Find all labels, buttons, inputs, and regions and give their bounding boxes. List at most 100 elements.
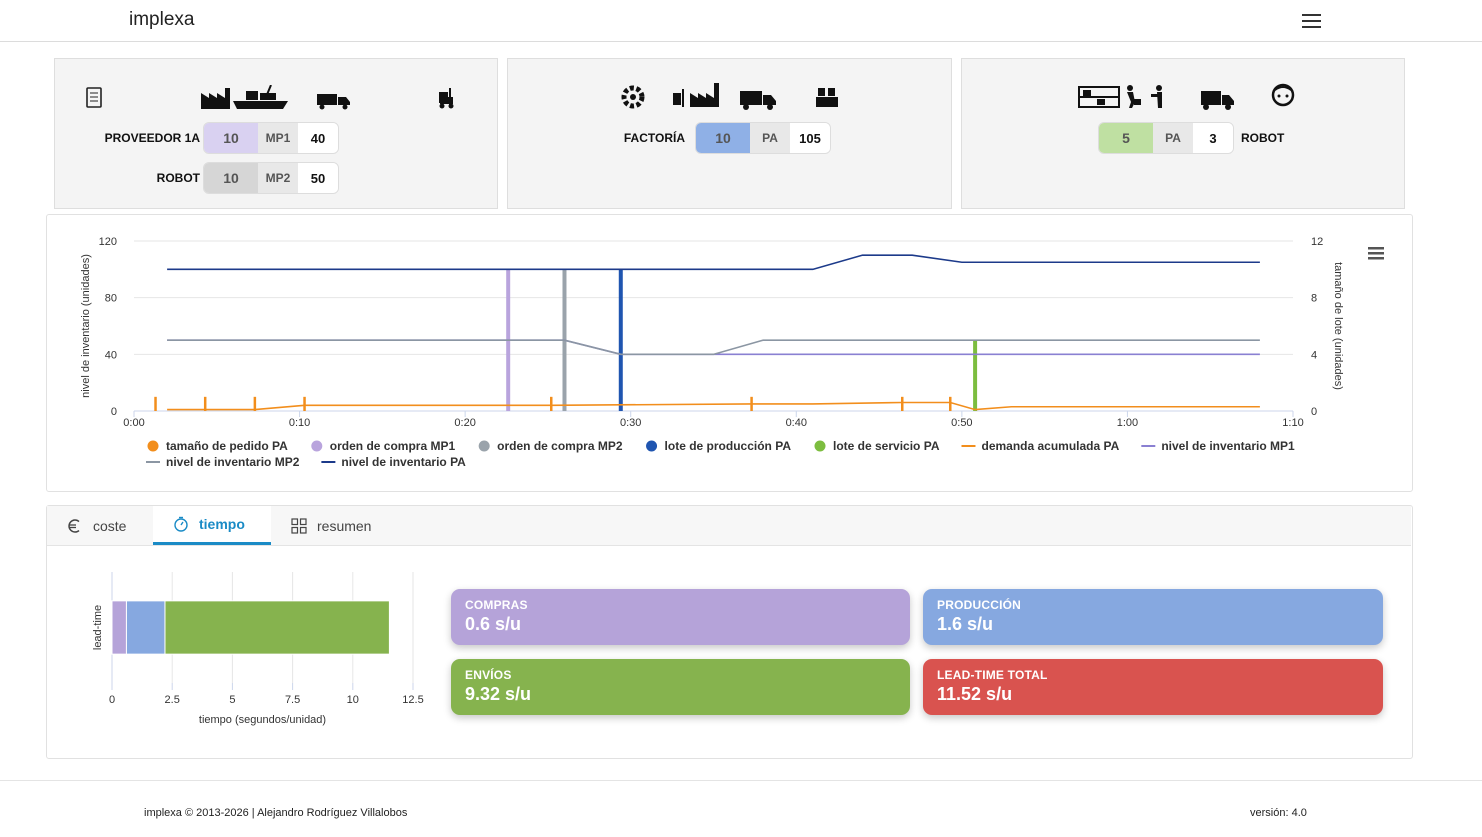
stat-card: PRODUCCIÓN 1.6 s/u <box>923 589 1383 645</box>
bar-segment <box>111 600 127 655</box>
x-tick-label: 10 <box>347 694 359 706</box>
node-label: FACTORÍA <box>623 131 685 145</box>
menu-button[interactable] <box>1301 13 1323 29</box>
y2-tick-label: 4 <box>1311 349 1317 361</box>
tab-icon <box>291 517 307 534</box>
legend-item[interactable]: nivel de inventario MP1 <box>1141 439 1295 453</box>
stat-card: LEAD-TIME TOTAL 11.52 s/u <box>923 659 1383 715</box>
x-tick-label: 0:30 <box>620 417 641 429</box>
bar-segment <box>164 600 390 655</box>
legend-label: lote de servicio PA <box>833 439 940 453</box>
legend-item[interactable]: lote de producción PA <box>646 439 791 453</box>
item: PA <box>1153 123 1193 153</box>
footer: implexa © 2013-2026 | Alejandro Rodrígue… <box>0 780 1482 837</box>
stock: 40 <box>298 123 338 153</box>
tab[interactable]: resumen <box>291 506 401 545</box>
navbar: implexa <box>0 0 1482 42</box>
stat-label: COMPRAS <box>465 598 528 612</box>
stat-label: PRODUCCIÓN <box>937 598 1022 612</box>
chart-panel: 0 40 80 120 0 4 8 12 0:00 0:10 0:20 0:30 0:40 0:50 1:0… <box>46 214 1413 492</box>
legend-marker <box>814 440 826 452</box>
tab-icon <box>174 516 188 532</box>
tab-label: tiempo <box>199 516 245 532</box>
legend-item[interactable]: nivel de inventario MP2 <box>146 455 300 469</box>
tab[interactable]: coste <box>67 506 157 545</box>
x-tick-label: 0:40 <box>786 417 807 429</box>
stat-value: 9.32 s/u <box>465 684 532 704</box>
series-line <box>167 339 1260 356</box>
y2-tick-label: 8 <box>1311 293 1317 305</box>
series-line <box>167 254 1260 271</box>
stat-label: LEAD-TIME TOTAL <box>937 668 1048 682</box>
y-axis-title: nivel de inventario (unidades) <box>80 254 92 398</box>
stock-pill[interactable]: 10 MP1 40 <box>203 122 339 154</box>
y2-tick-label: 0 <box>1311 406 1317 418</box>
card-icons <box>1078 83 1295 110</box>
stat-value: 11.52 s/u <box>937 684 1013 704</box>
card-icons <box>86 85 454 110</box>
tab-label: coste <box>93 517 127 534</box>
series-line <box>167 401 1260 411</box>
y-tick-label: 40 <box>105 349 117 361</box>
line-chart: 0 40 80 120 0 4 8 12 0:00 0:10 0:20 0:30 0:40 0:50 1:0… <box>80 236 1384 469</box>
item: PA <box>750 123 790 153</box>
series-line <box>167 339 1260 356</box>
stock: 50 <box>298 163 338 193</box>
stock-pill[interactable]: 5 PA 3 <box>1098 122 1234 154</box>
stat-value: 1.6 s/u <box>937 614 994 634</box>
stock-pill[interactable]: 10 PA 105 <box>695 122 831 154</box>
tab-bar: coste tiempo resumen <box>47 506 1411 546</box>
x-tick-label: 0:50 <box>951 417 972 429</box>
order-qty: 10 <box>204 123 258 153</box>
legend-item[interactable]: demanda acumulada PA <box>961 439 1120 453</box>
legend-item[interactable]: nivel de inventario PA <box>321 455 466 469</box>
tab-icon <box>68 518 80 533</box>
x-tick-label: 0 <box>109 694 115 706</box>
legend-marker <box>478 440 490 452</box>
stock: 3 <box>1193 123 1233 153</box>
node-label: ROBOT <box>156 171 200 185</box>
stock: 105 <box>790 123 830 153</box>
legend-item[interactable]: tamaño de pedido PA <box>147 439 289 453</box>
brand[interactable]: implexa <box>129 9 195 30</box>
x-tick-label: 5 <box>229 694 235 706</box>
x-tick-label: 12.5 <box>402 694 423 706</box>
y2-tick-label: 12 <box>1311 236 1323 248</box>
legend-label: demanda acumulada PA <box>981 439 1119 453</box>
x-tick-label: 0:10 <box>289 417 310 429</box>
x-axis-title: tiempo (segundos/unidad) <box>199 714 326 726</box>
legend-item[interactable]: orden de compra MP1 <box>311 439 455 453</box>
legend-marker <box>311 440 323 452</box>
stat-card: COMPRAS 0.6 s/u <box>451 589 910 645</box>
card-icons <box>621 83 838 110</box>
node-label: PROVEEDOR 1A <box>104 131 200 145</box>
item: MP1 <box>258 123 298 153</box>
legend-marker <box>147 440 159 452</box>
legend-label: nivel de inventario MP2 <box>166 455 300 469</box>
customer-card: 5 PA 3 ROBOT <box>961 58 1405 209</box>
supplier-card: PROVEEDOR 1A 10 MP1 40 ROBOT 10 MP2 50 <box>54 58 498 209</box>
bar-chart: 0 2.5 5 7.5 10 12.5 tiempo (segundos/unidad) le… <box>92 572 424 726</box>
stat-card: ENVÍOS 9.32 s/u <box>451 659 910 715</box>
tab[interactable]: tiempo <box>153 506 271 545</box>
stat-label: ENVÍOS <box>465 668 512 682</box>
x-tick-label: 0:00 <box>123 417 144 429</box>
legend-marker <box>646 440 658 452</box>
x-tick-label: 7.5 <box>285 694 300 706</box>
order-qty: 5 <box>1099 123 1153 153</box>
legend-item[interactable]: orden de compra MP2 <box>478 439 623 453</box>
legend-item[interactable]: lote de servicio PA <box>814 439 940 453</box>
x-tick-label: 2.5 <box>165 694 180 706</box>
order-qty: 10 <box>204 163 258 193</box>
legend-label: lote de producción PA <box>665 439 792 453</box>
y2-axis-title: tamaño de lote (unidades) <box>1332 262 1344 390</box>
copyright: implexa © 2013-2026 | Alejandro Rodrígue… <box>144 807 408 819</box>
legend-label: orden de compra MP1 <box>330 439 456 453</box>
x-tick-label: 0:20 <box>454 417 475 429</box>
item: MP2 <box>258 163 298 193</box>
chart-menu[interactable] <box>1368 247 1384 260</box>
stock-pill[interactable]: 10 MP2 50 <box>203 162 339 194</box>
stat-value: 0.6 s/u <box>465 614 522 634</box>
category-label: lead-time <box>92 605 104 650</box>
